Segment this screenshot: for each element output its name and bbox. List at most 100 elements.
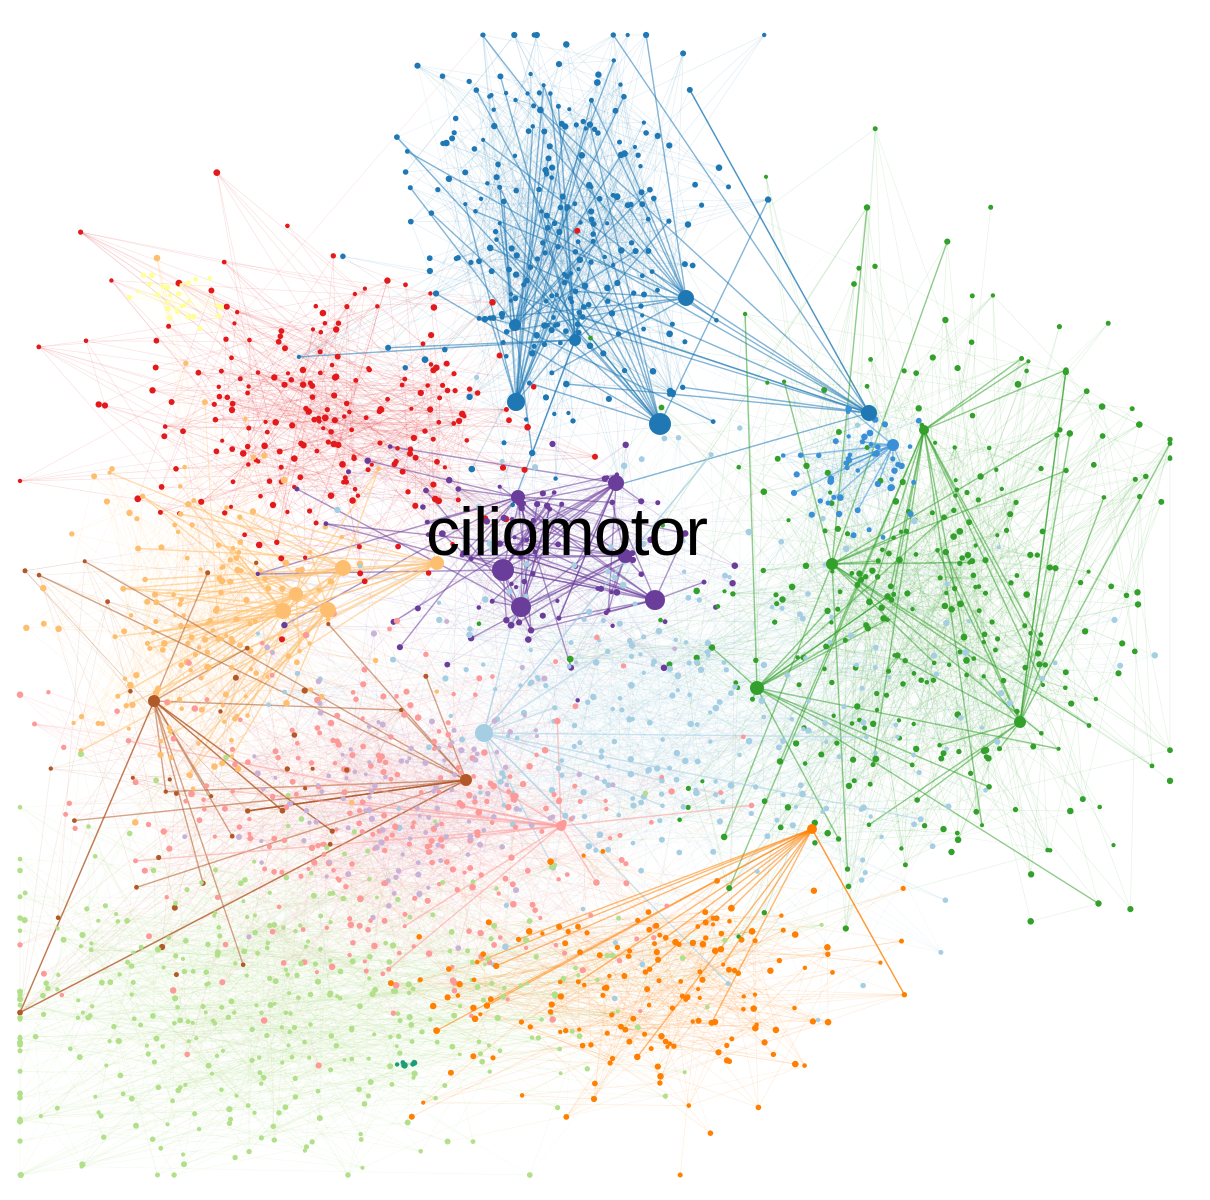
graph-edge xyxy=(607,282,618,302)
graph-edge xyxy=(175,409,431,470)
graph-edge xyxy=(178,282,443,386)
graph-edge xyxy=(379,442,411,455)
graph-edge xyxy=(470,251,576,263)
graph-edge xyxy=(19,1017,79,1122)
graph-edge xyxy=(558,34,614,65)
graph-edge xyxy=(514,34,584,122)
graph-edges xyxy=(19,34,1171,1176)
graph-edge xyxy=(272,329,314,506)
graph-edge xyxy=(491,167,553,272)
graph-edge xyxy=(540,174,547,212)
graph-edge xyxy=(309,456,355,512)
graph-edge xyxy=(506,409,596,458)
graph-edge xyxy=(219,336,281,397)
graph-edge xyxy=(607,60,615,302)
graph-edge xyxy=(551,353,604,374)
graph-edge xyxy=(435,203,643,294)
graph-edge xyxy=(582,121,592,212)
graph-edge xyxy=(591,100,655,199)
graph-edge xyxy=(312,385,478,394)
graph-edge xyxy=(310,382,359,496)
graph-edge xyxy=(216,172,403,472)
graph-edge xyxy=(236,311,250,341)
graph-edge xyxy=(111,280,493,303)
graph-edge xyxy=(160,415,465,513)
graph-edge xyxy=(558,63,621,85)
graph-edge xyxy=(486,183,501,224)
graph-edge xyxy=(401,302,493,386)
graph-edge xyxy=(458,218,649,259)
graph-edge xyxy=(497,85,544,165)
graph-edge xyxy=(510,132,599,295)
graph-edge xyxy=(211,290,232,358)
graph-edge xyxy=(582,121,636,252)
graph-edge xyxy=(298,331,507,358)
graph-edge xyxy=(161,486,332,497)
graph-edge xyxy=(160,384,403,513)
graph-edge xyxy=(482,34,518,256)
graph-edge xyxy=(579,74,599,260)
graph-edge xyxy=(242,323,326,454)
graph-edge xyxy=(230,336,281,507)
graph-edge xyxy=(453,132,491,319)
graph-edge xyxy=(38,346,438,463)
graph-edge xyxy=(491,270,565,283)
graph-edge xyxy=(429,270,491,319)
graph-edge xyxy=(465,199,769,205)
graph-edge xyxy=(164,426,234,483)
graph-edge xyxy=(501,126,534,318)
graph-edge xyxy=(316,390,448,452)
graph-edge xyxy=(319,415,465,422)
graph-edge xyxy=(479,271,653,319)
graph-edge xyxy=(104,405,347,483)
graph-edge xyxy=(221,370,382,411)
graph-edge xyxy=(469,396,527,420)
graph-edge xyxy=(493,125,546,254)
graph-edge xyxy=(216,450,486,519)
graph-edge xyxy=(231,448,261,497)
graph-edge xyxy=(551,124,577,178)
graph-edge xyxy=(287,408,381,513)
graph-edge xyxy=(569,108,636,148)
graph-edge xyxy=(430,364,496,510)
graph-edge xyxy=(300,453,411,478)
graph-edge xyxy=(543,131,553,168)
graph-edge xyxy=(555,301,573,479)
graph-edge xyxy=(578,241,632,244)
graph-edge xyxy=(346,306,463,415)
graph-edge xyxy=(612,34,647,196)
graph-edge xyxy=(482,34,507,332)
graph-edge xyxy=(438,389,470,501)
graph-edge xyxy=(344,416,495,510)
graph-edge xyxy=(413,385,429,438)
graph-edge xyxy=(652,263,685,272)
graph-edge xyxy=(607,301,674,396)
graph-edge xyxy=(165,426,317,524)
graph-edge xyxy=(165,382,311,427)
graph-edge xyxy=(365,417,381,444)
graph-edge xyxy=(475,196,563,212)
graph-edge xyxy=(388,341,685,349)
graph-edge xyxy=(470,34,538,263)
graph-edge xyxy=(294,397,440,459)
graph-edge xyxy=(198,372,328,410)
graph-edge xyxy=(248,384,443,387)
graph-edge xyxy=(171,401,454,424)
graph-edge xyxy=(342,288,366,465)
graph-edge xyxy=(178,282,292,381)
graph-edge xyxy=(232,334,432,405)
graph-edge xyxy=(224,392,421,514)
graph-edge xyxy=(234,323,332,496)
graph-edge xyxy=(533,261,592,347)
graph-edge xyxy=(448,178,561,208)
graph-edge xyxy=(620,84,674,395)
graph-edge xyxy=(471,346,535,470)
graph-edge xyxy=(598,74,729,188)
graph-edge xyxy=(533,34,559,107)
graph-edge xyxy=(578,268,608,289)
graph-edge xyxy=(452,416,465,545)
graph-edge xyxy=(292,420,460,426)
graph-edge xyxy=(305,408,504,469)
graph-edge xyxy=(624,224,689,371)
